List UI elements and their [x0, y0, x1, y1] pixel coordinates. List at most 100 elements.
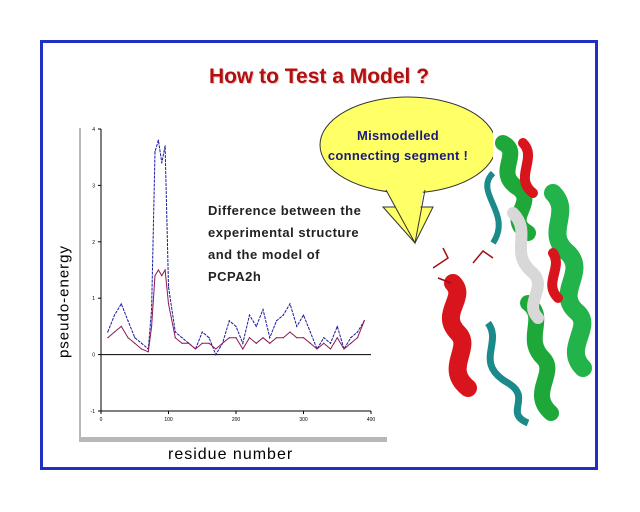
series-1-point — [356, 331, 359, 333]
series-2-point — [302, 337, 305, 339]
series-1-point — [262, 308, 264, 311]
series-1-point — [107, 331, 109, 333]
series-2-point — [235, 337, 237, 339]
series-2-point — [201, 342, 203, 344]
series-1-point — [336, 325, 338, 327]
series-2-point — [316, 348, 318, 350]
series-1-point — [323, 337, 325, 339]
series-1-point — [134, 337, 136, 339]
series-1-point — [201, 331, 203, 333]
series-2-point — [323, 342, 325, 344]
series-2-point — [228, 337, 230, 339]
x-tick-label: 0 — [100, 417, 103, 423]
series-line-1 — [107, 140, 365, 356]
callout-bubble — [319, 96, 493, 245]
series-1-point — [309, 331, 311, 333]
series-1-point — [167, 286, 170, 288]
y-tick-label: -1 — [91, 409, 96, 415]
y-tick-label: 0 — [92, 353, 95, 359]
series-1-point — [127, 320, 129, 322]
annotation-line-2: experimental structure — [208, 225, 360, 240]
series-1-point — [151, 308, 153, 311]
series-2-point — [282, 337, 284, 339]
series-1-point — [329, 342, 332, 344]
series-2-point — [188, 342, 190, 344]
series-1-point — [350, 337, 352, 339]
series-2-point — [356, 337, 359, 339]
series-2-point — [151, 325, 153, 327]
annotation-line-4: PCPA2h — [208, 269, 262, 284]
series-2-point — [242, 348, 244, 350]
series-2-point — [275, 337, 278, 339]
series-1-point — [140, 342, 143, 344]
series-1-point — [208, 337, 210, 339]
series-1-point — [215, 354, 217, 356]
chart-annotation: Difference between the experimental stru… — [208, 200, 398, 288]
series-2-point — [154, 275, 156, 277]
annotation-line-1: Difference between the — [208, 203, 362, 218]
series-2-point — [194, 348, 197, 350]
series-2-point — [181, 342, 183, 344]
series-2-point — [164, 269, 166, 271]
series-2-point — [343, 348, 345, 350]
series-2-point — [296, 337, 298, 339]
x-axis-label: residue number — [168, 446, 294, 463]
slide-frame: How to Test a Model ? pseudo-energy -1 0 1… — [40, 40, 598, 470]
series-2-point — [140, 348, 143, 350]
series-1-point — [289, 303, 291, 305]
series-1-point — [157, 139, 159, 141]
series-2-point — [350, 342, 352, 344]
series-2-point — [221, 342, 224, 344]
series-1-point — [302, 314, 305, 316]
series-1-point — [228, 320, 230, 322]
series-2-point — [167, 303, 170, 305]
series-1-point — [248, 314, 251, 316]
series-1-point — [282, 314, 284, 316]
y-tick-label: 4 — [92, 127, 95, 133]
series-2-point — [161, 275, 163, 277]
series-2-point — [329, 348, 332, 350]
chart-panel: -1 0 1 2 3 4 0 100 200 300 400 — [81, 121, 387, 437]
series-2-point — [336, 337, 338, 339]
series-2-point — [363, 320, 365, 322]
callout-line-2: connecting segment ! — [327, 148, 469, 163]
series-1-point — [154, 150, 156, 153]
series-2-point — [120, 325, 122, 327]
series-1-point — [164, 145, 166, 147]
series-1-point — [161, 162, 163, 164]
series-1-point — [296, 325, 298, 327]
series-2-point — [113, 331, 116, 333]
series-2-point — [269, 342, 271, 344]
chart-svg: -1 0 1 2 3 4 0 100 200 300 400 — [91, 127, 376, 423]
series-1-point — [255, 325, 257, 327]
series-1-point — [113, 314, 116, 316]
slide-title: How to Test a Model ? — [208, 65, 430, 88]
callout-text: Mismodelled connecting segment ! — [313, 126, 483, 166]
series-2-point — [255, 342, 257, 344]
series-1-point — [275, 320, 278, 322]
y-axis-label: pseudo-energy — [55, 244, 73, 359]
callout-line-1: Mismodelled — [356, 128, 440, 143]
series-2-point — [147, 351, 149, 353]
x-tick-label: 300 — [299, 417, 308, 423]
protein-structure-image — [433, 133, 593, 431]
series-2-point — [134, 342, 136, 344]
series-1-point — [269, 337, 271, 339]
series-line-2 — [107, 268, 365, 353]
series-2-point — [289, 331, 291, 333]
y-tick-label: 1 — [92, 296, 95, 302]
y-tick-label: 2 — [92, 240, 95, 246]
series-1-point — [120, 303, 122, 305]
series-2-point — [309, 342, 311, 344]
series-2-point — [208, 342, 210, 344]
annotation-line-3: and the model of — [208, 247, 320, 262]
series-2-point — [107, 337, 109, 339]
series-2-point — [248, 337, 251, 339]
series-2-point — [157, 269, 159, 271]
series-2-point — [127, 337, 129, 339]
series-2-point — [215, 348, 217, 350]
series-1-point — [242, 342, 244, 344]
y-tick-label: 3 — [92, 183, 95, 189]
series-1-point — [235, 325, 237, 327]
series-1-point — [174, 331, 176, 333]
